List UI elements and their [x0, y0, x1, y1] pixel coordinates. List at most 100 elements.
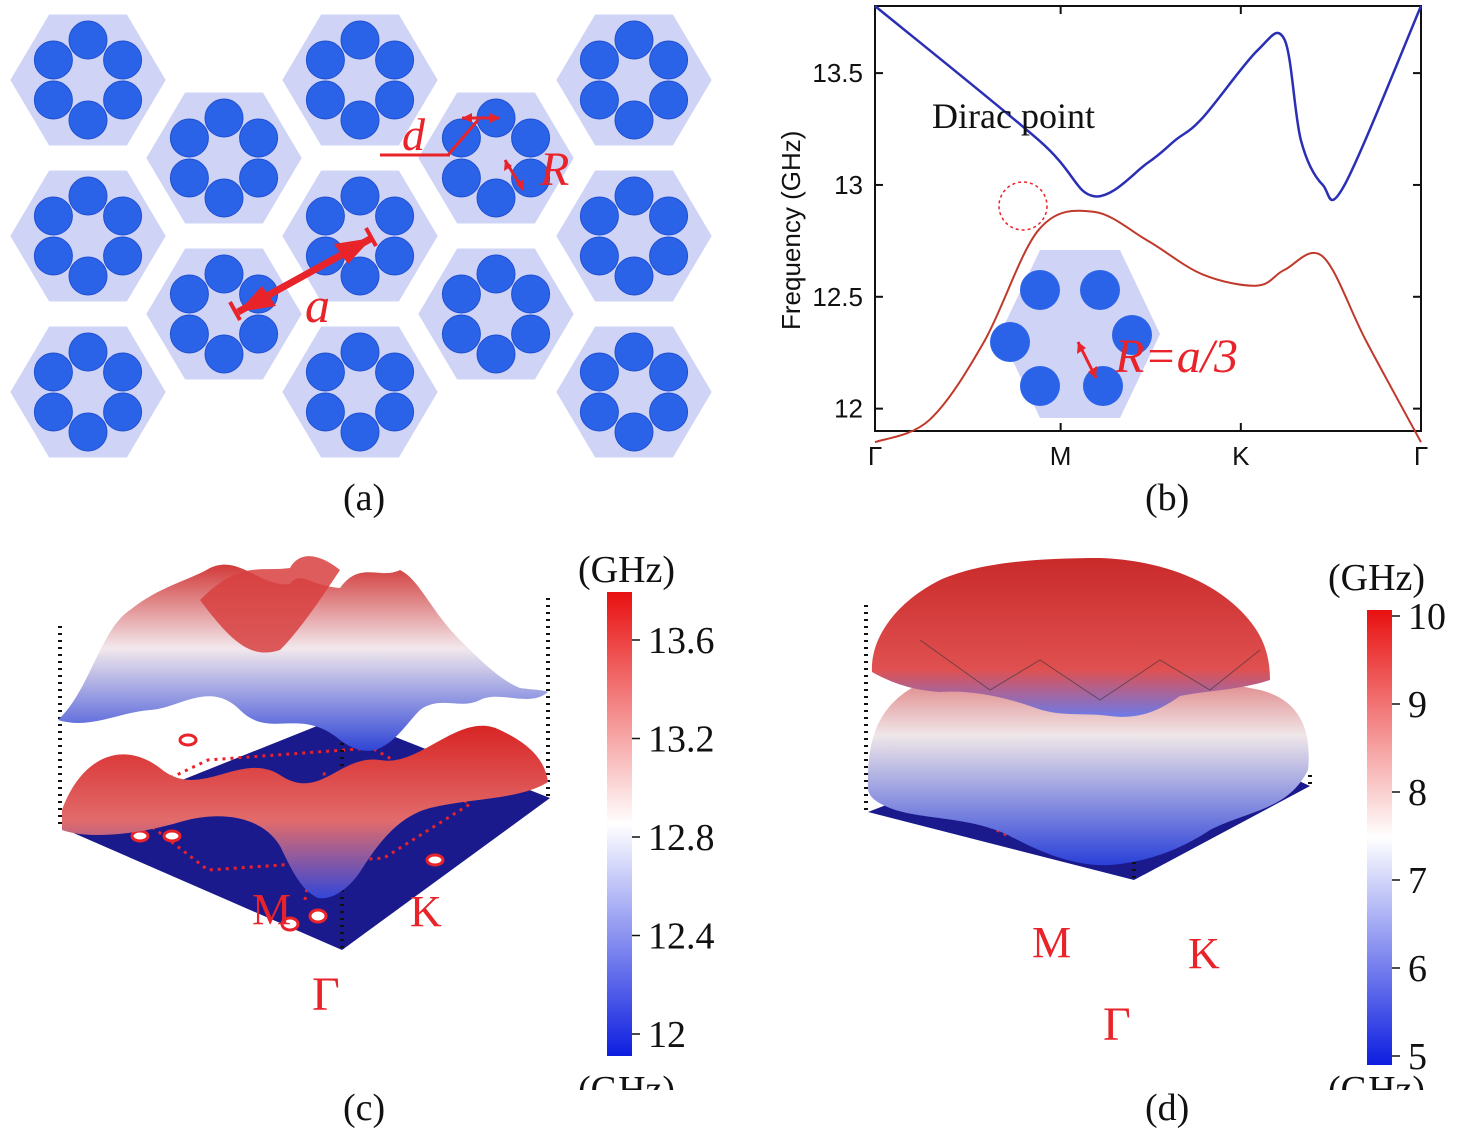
- panel-b-band-structure: 12 12.5 13 13.5 Γ M K Γ Frequency (GHz) R=a/3 D…: [776, 5, 1428, 471]
- y-tick-label: 12: [834, 394, 863, 424]
- dielectric-rod: [33, 80, 73, 120]
- dielectric-rod: [340, 176, 380, 216]
- dirac-point-marker: [998, 181, 1048, 231]
- dielectric-rod: [476, 334, 516, 374]
- y-tick-label: 12.5: [812, 282, 863, 312]
- colorbar-c-bottom-unit: (GHz): [578, 1069, 675, 1090]
- inset-label-R: R=a/3: [1114, 330, 1238, 383]
- label-Gamma-d: Γ: [1103, 998, 1131, 1051]
- dielectric-rod: [305, 40, 345, 80]
- dielectric-rod: [649, 40, 689, 80]
- dielectric-rod: [68, 20, 108, 60]
- dielectric-rod: [33, 352, 73, 392]
- dielectric-rod: [579, 196, 619, 236]
- dielectric-rod: [649, 236, 689, 276]
- dielectric-rod: [305, 352, 345, 392]
- label-M-c: M: [252, 885, 291, 934]
- dielectric-rod: [103, 196, 143, 236]
- dielectric-rod: [614, 256, 654, 296]
- x-tick-label: Γ: [868, 441, 882, 471]
- colorbar-tick-label: 12.8: [648, 817, 715, 859]
- dielectric-rod: [239, 118, 279, 158]
- dielectric-rod: [33, 236, 73, 276]
- dielectric-rod: [441, 158, 481, 198]
- colorbar-tick-label: 5: [1408, 1036, 1427, 1078]
- upper-band-line: [874, 5, 1423, 202]
- dielectric-rod: [340, 412, 380, 452]
- brillouin-zone-hexagon: [117, 746, 473, 872]
- panel-c-3d-bands: M K Γ (GHz) (GHz) 13.6 13.2 12.8 12.4 12: [58, 549, 715, 1090]
- plot-frame: [874, 5, 1422, 432]
- dielectric-rod: [511, 314, 551, 354]
- dielectric-rod: [169, 158, 209, 198]
- colorbar-d: [1367, 610, 1392, 1065]
- dielectric-rod: [68, 412, 108, 452]
- dielectric-rod: [103, 80, 143, 120]
- dielectric-rod: [103, 40, 143, 80]
- dielectric-rod: [579, 392, 619, 432]
- label-M-d: M: [1032, 918, 1071, 967]
- inset-unit-cell: R=a/3: [990, 250, 1238, 418]
- lower-band-surface: [62, 725, 548, 899]
- dielectric-rod: [33, 40, 73, 80]
- caption-d: (d): [1145, 1087, 1190, 1129]
- colorbar-tick-label: 13.2: [648, 719, 715, 761]
- label-a: a: [305, 277, 330, 333]
- dielectric-rod: [103, 392, 143, 432]
- dielectric-rod: [305, 80, 345, 120]
- dirac-point-label: Dirac point: [932, 96, 1095, 136]
- label-K-d: K: [1188, 929, 1220, 978]
- colorbar-tick-label: 10: [1408, 596, 1446, 638]
- dielectric-rod: [649, 196, 689, 236]
- colorbar-tick-label: 7: [1408, 860, 1427, 902]
- dielectric-rod: [614, 176, 654, 216]
- dielectric-rod: [375, 80, 415, 120]
- dielectric-rod: [375, 392, 415, 432]
- dielectric-rod: [579, 40, 619, 80]
- colorbar-tick-label: 13.6: [648, 620, 715, 662]
- dielectric-rod: [340, 20, 380, 60]
- dielectric-rod: [441, 274, 481, 314]
- dielectric-rod: [614, 20, 654, 60]
- x-tick-label: M: [1050, 441, 1072, 471]
- dielectric-rod: [204, 178, 244, 218]
- colorbar-c: [607, 592, 632, 1056]
- colorbar-tick-label: 8: [1408, 772, 1427, 814]
- dielectric-rod: [340, 100, 380, 140]
- caption-a: (a): [343, 477, 386, 519]
- dielectric-rod: [33, 392, 73, 432]
- lattice-annotations: d R a: [228, 109, 569, 333]
- dielectric-rod: [614, 100, 654, 140]
- dielectric-rod: [614, 412, 654, 452]
- dielectric-rod: [579, 236, 619, 276]
- label-d: d: [402, 109, 426, 160]
- dielectric-rod: [511, 274, 551, 314]
- dielectric-rod: [33, 196, 73, 236]
- colorbar-tick-label: 6: [1408, 948, 1427, 990]
- dielectric-rod: [340, 332, 380, 372]
- dielectric-rod: [239, 158, 279, 198]
- dielectric-rod: [375, 352, 415, 392]
- dielectric-rod: [649, 352, 689, 392]
- dielectric-rod: [204, 98, 244, 138]
- label-R: R: [539, 143, 569, 196]
- y-tick-label: 13.5: [812, 58, 863, 88]
- colorbar-d-top-unit: (GHz): [1328, 557, 1425, 599]
- caption-b: (b): [1145, 477, 1190, 519]
- dielectric-rod: [340, 256, 380, 296]
- colorbar-tick-label: 9: [1408, 684, 1427, 726]
- dielectric-rod: [103, 352, 143, 392]
- dielectric-rod: [169, 274, 209, 314]
- dielectric-rod: [375, 196, 415, 236]
- y-axis-label: Frequency (GHz): [776, 131, 806, 330]
- dielectric-rod: [305, 196, 345, 236]
- dielectric-rod: [614, 332, 654, 372]
- dielectric-rod: [204, 254, 244, 294]
- x-tick-label: Γ: [1414, 441, 1428, 471]
- label-Gamma-c: Γ: [312, 968, 340, 1021]
- label-K-c: K: [410, 887, 442, 936]
- dielectric-rod: [68, 176, 108, 216]
- dielectric-rod: [649, 392, 689, 432]
- colorbar-d-bottom-unit: (GHz): [1328, 1069, 1425, 1090]
- dielectric-rod: [305, 392, 345, 432]
